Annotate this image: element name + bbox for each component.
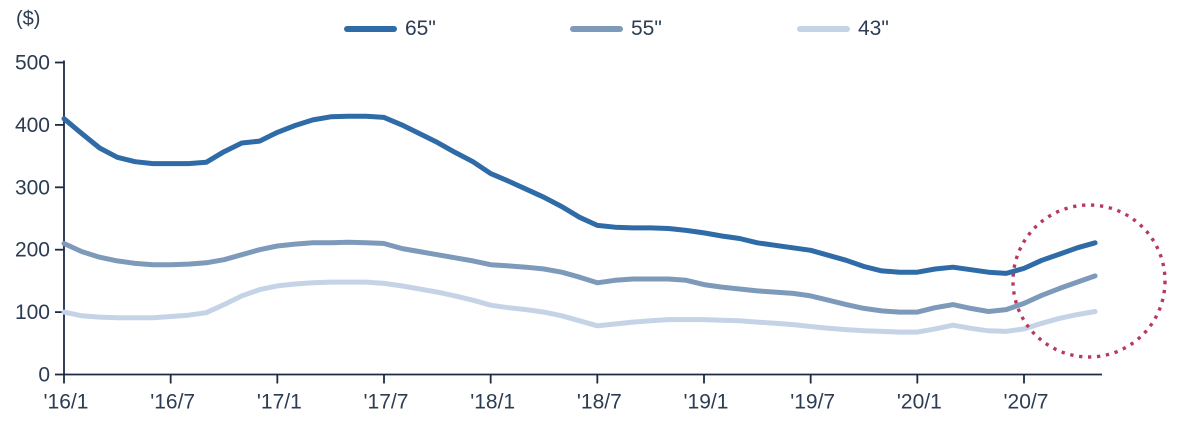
x-tick-label: '16/7 [150, 391, 195, 414]
legend-item-55: 55" [570, 18, 662, 40]
legend: 65" 55" 43" [0, 0, 1181, 46]
y-tick-label: 100 [15, 301, 50, 324]
legend-item-65: 65" [344, 18, 436, 40]
x-tick-label: '20/1 [897, 391, 942, 414]
legend-label-65: 65" [405, 17, 436, 40]
x-tick-label: '18/7 [577, 391, 622, 414]
legend-label-43: 43" [858, 17, 889, 40]
x-tick-label: '17/7 [364, 391, 409, 414]
x-tick-label: '18/1 [470, 391, 515, 414]
x-tick-label: '19/7 [790, 391, 835, 414]
y-tick-label: 200 [15, 239, 50, 262]
legend-swatch-43-icon [797, 26, 850, 32]
x-tick-label: '16/1 [44, 391, 89, 414]
x-tick-label: '20/7 [1004, 391, 1049, 414]
y-tick-label: 300 [15, 176, 50, 199]
series-line-43 [61, 279, 1098, 335]
y-tick-label: 500 [15, 52, 50, 75]
y-axis-unit-label: ($) [16, 8, 41, 30]
x-tick-label: '17/1 [257, 391, 302, 414]
series-line-65 [61, 113, 1098, 276]
series-line-55 [61, 239, 1098, 315]
x-tick-label: '19/1 [684, 391, 729, 414]
legend-item-43: 43" [797, 18, 889, 40]
y-tick-label: 0 [38, 364, 50, 387]
legend-swatch-65-icon [344, 26, 397, 32]
legend-label-55: 55" [631, 17, 662, 40]
highlight-circle-annotation [1011, 203, 1167, 359]
legend-swatch-55-icon [570, 26, 623, 32]
y-tick-label: 400 [15, 114, 50, 137]
